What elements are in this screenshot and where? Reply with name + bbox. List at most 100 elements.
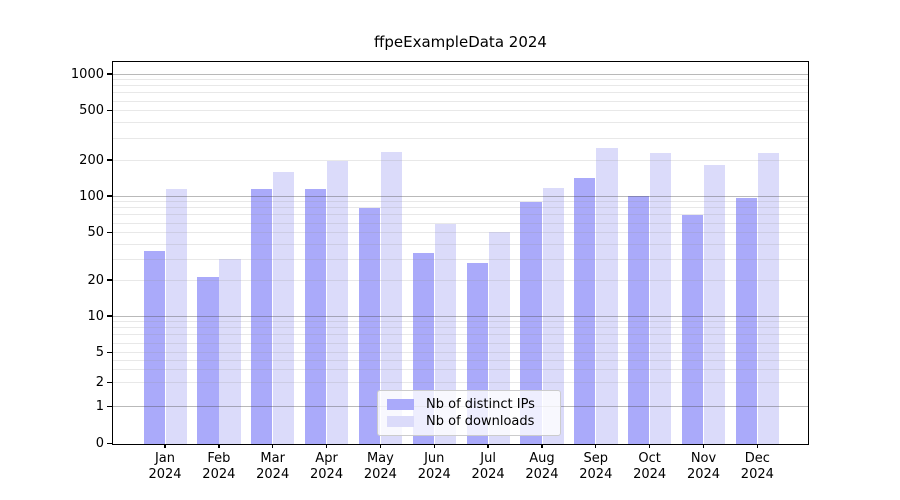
x-tick-label: Feb 2024 (202, 451, 236, 482)
chart-title: ffpeExampleData 2024 (374, 33, 547, 51)
bar-distinct-ips (251, 189, 273, 444)
gridline-minor (113, 79, 808, 81)
legend-swatch-downloads (387, 416, 414, 427)
y-tick-label: 50 (87, 225, 104, 241)
gridline-minor (113, 327, 808, 329)
bar-downloads (596, 147, 618, 444)
x-tick-mark (756, 444, 759, 448)
gridline-minor (113, 352, 808, 354)
x-tick-label: Jul 2024 (471, 451, 505, 482)
bar-distinct-ips (735, 198, 758, 444)
x-tick-label: Nov 2024 (686, 451, 721, 482)
legend: Nb of distinct IPs Nb of downloads (377, 390, 561, 436)
gridline-minor (113, 201, 808, 203)
bar-distinct-ips (682, 214, 704, 444)
gridline-minor (113, 334, 808, 336)
bar-downloads (704, 164, 726, 444)
gridline-minor (113, 122, 808, 124)
x-tick-label: Apr 2024 (310, 451, 344, 482)
y-tick-label: 2 (95, 375, 104, 391)
y-tick-mark (107, 110, 112, 112)
x-tick-mark (272, 444, 274, 448)
y-tick-mark (107, 406, 112, 408)
bar-distinct-ips (628, 196, 650, 444)
bar-distinct-ips (143, 251, 165, 444)
y-tick-mark (107, 352, 112, 354)
legend-row-distinct-ips: Nb of distinct IPs (385, 396, 553, 413)
gridline-minor (113, 382, 808, 384)
bar-downloads (434, 223, 457, 444)
y-tick-label: 0 (95, 436, 104, 451)
gridline-minor (113, 92, 808, 94)
y-tick-mark (107, 73, 112, 75)
x-tick-mark (433, 444, 435, 448)
y-tick-label: 100 (79, 188, 104, 204)
x-tick-label: May 2024 (363, 451, 397, 482)
bar-downloads (757, 152, 780, 444)
y-tick-label: 20 (87, 272, 104, 288)
bar-downloads (273, 172, 295, 444)
x-tick-label: Oct 2024 (633, 451, 667, 482)
bar-downloads (165, 188, 187, 444)
gridline-minor (113, 100, 808, 102)
x-tick-mark (379, 444, 382, 448)
bar-distinct-ips (574, 177, 596, 444)
gridline-minor (113, 207, 808, 209)
x-tick-mark (487, 444, 489, 448)
gridline-major (113, 195, 808, 197)
x-tick-label: Jun 2024 (417, 451, 451, 482)
x-tick-mark (325, 444, 328, 448)
y-tick-mark (107, 442, 112, 445)
x-tick-mark (541, 444, 543, 448)
gridline-minor (113, 110, 808, 112)
y-tick-label: 1000 (70, 66, 104, 82)
y-tick-mark (107, 232, 112, 234)
gridline-minor (113, 321, 808, 323)
y-tick-label: 200 (79, 152, 104, 168)
bar-downloads (327, 161, 349, 444)
gridline-minor (113, 359, 808, 361)
x-tick-label: Sep 2024 (579, 451, 613, 482)
x-tick-mark (218, 444, 220, 448)
bar-distinct-ips (520, 201, 542, 444)
bar-downloads (542, 188, 564, 444)
gridline-major (113, 73, 808, 75)
y-tick-label: 1 (95, 399, 104, 415)
gridline-minor (113, 159, 808, 161)
gridline-minor (113, 342, 808, 344)
bar-downloads (650, 153, 672, 444)
y-tick-label: 10 (87, 308, 104, 324)
x-tick-label: Mar 2024 (256, 451, 290, 482)
x-tick-label: Jan 2024 (148, 451, 182, 482)
legend-label-distinct-ips: Nb of distinct IPs (426, 397, 535, 412)
legend-label-downloads: Nb of downloads (426, 414, 535, 429)
bar-downloads (381, 152, 403, 444)
gridline-major (113, 315, 808, 317)
x-tick-mark (702, 444, 705, 448)
y-tick-mark (107, 279, 112, 281)
x-tick-mark (595, 444, 597, 448)
bar-distinct-ips (358, 207, 381, 444)
gridline-minor (113, 279, 808, 281)
y-tick-mark (107, 195, 112, 197)
legend-swatch-distinct-ips (387, 399, 414, 410)
plot-area: Nb of distinct IPs Nb of downloads 0 1 2 5 1… (71, 61, 809, 482)
x-tick-label: Aug 2024 (525, 451, 559, 482)
y-tick-mark (107, 382, 112, 384)
gridline-minor (113, 222, 808, 224)
x-tick-label: Dec 2024 (740, 451, 774, 482)
bar-distinct-ips (197, 277, 219, 444)
gridline-minor (113, 258, 808, 260)
gridline-minor (113, 368, 808, 370)
bar-downloads (219, 259, 241, 444)
gridline-minor (113, 243, 808, 245)
x-tick-mark (164, 444, 166, 448)
gridline-minor (113, 85, 808, 87)
y-tick-mark (107, 159, 112, 161)
y-tick-mark (107, 315, 112, 317)
gridline-minor (113, 214, 808, 216)
gridline-minor (113, 137, 808, 139)
legend-row-downloads: Nb of downloads (385, 413, 553, 430)
y-tick-label: 5 (95, 345, 104, 361)
